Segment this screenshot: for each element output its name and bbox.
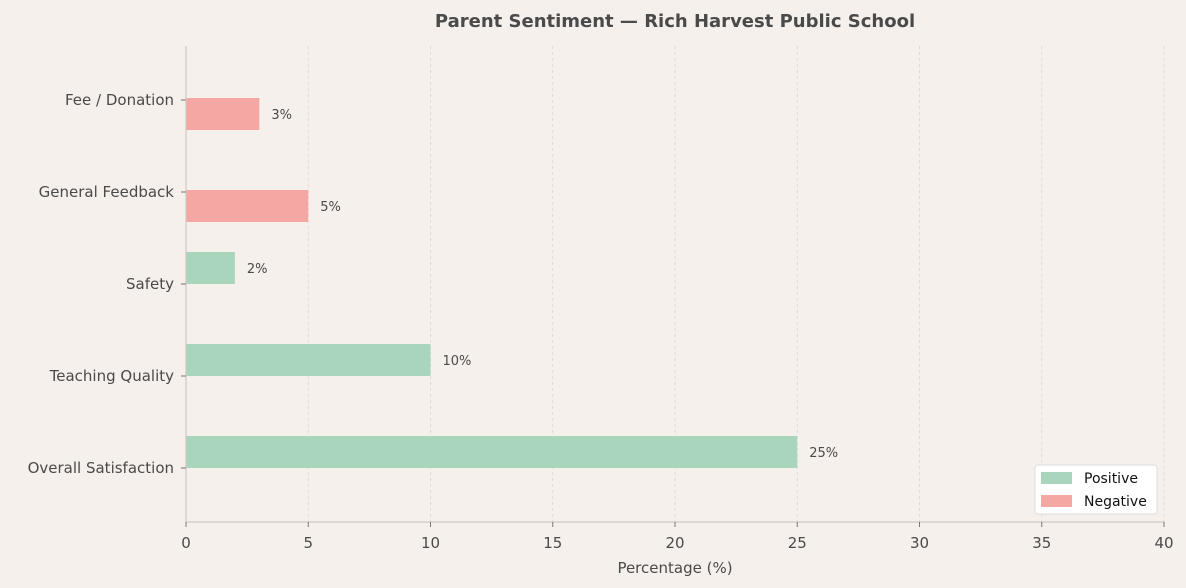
bar-value-label: 5% xyxy=(320,200,341,215)
x-tick-label-25: 25 xyxy=(788,534,807,552)
chart-title: Parent Sentiment — Rich Harvest Public S… xyxy=(435,11,915,32)
bar-positive xyxy=(186,252,235,284)
bar-value-label: 10% xyxy=(443,354,472,369)
y-categories: Overall Satisfaction Teaching Quality Safe… xyxy=(28,91,186,477)
legend: Positive Negative xyxy=(1034,464,1158,515)
bars: 25% 10% 2% 5% 3% xyxy=(186,98,838,468)
x-tick-label-0: 0 xyxy=(181,534,191,552)
bar-value-label: 3% xyxy=(271,108,292,123)
x-tick-label-20: 20 xyxy=(665,534,684,552)
category-label: Fee / Donation xyxy=(65,91,174,109)
bar-negative xyxy=(186,98,260,130)
legend-swatch-positive xyxy=(1041,472,1072,484)
category-label: Teaching Quality xyxy=(49,367,174,385)
x-axis-label: Percentage (%) xyxy=(617,559,732,577)
bar-value-label: 25% xyxy=(809,446,838,461)
legend-label-positive: Positive xyxy=(1084,471,1138,487)
bar-positive xyxy=(186,344,431,376)
category-label: Overall Satisfaction xyxy=(28,459,174,477)
x-ticks: 0 5 10 15 20 25 30 35 40 xyxy=(181,522,1174,552)
bar-positive xyxy=(186,436,798,468)
x-tick-label-15: 15 xyxy=(543,534,562,552)
x-tick-label-10: 10 xyxy=(421,534,440,552)
category-label: Safety xyxy=(126,275,174,293)
x-tick-label-40: 40 xyxy=(1154,534,1173,552)
category-label: General Feedback xyxy=(39,183,175,201)
bar-value-label: 2% xyxy=(247,262,268,277)
legend-swatch-negative xyxy=(1041,495,1072,507)
x-tick-label-5: 5 xyxy=(303,534,313,552)
legend-label-negative: Negative xyxy=(1084,494,1147,510)
x-tick-label-35: 35 xyxy=(1032,534,1051,552)
x-tick-label-30: 30 xyxy=(910,534,929,552)
bar-negative xyxy=(186,190,309,222)
